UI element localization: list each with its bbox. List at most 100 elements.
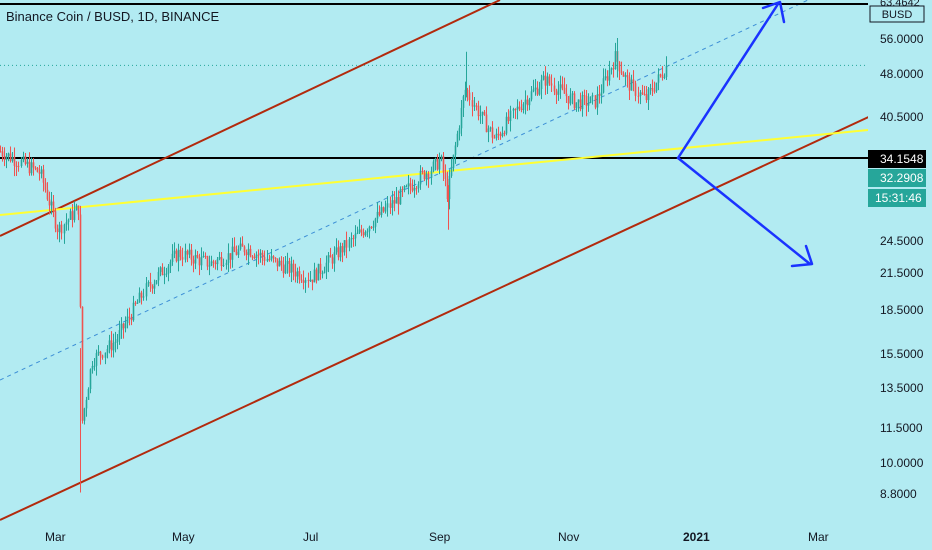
candle-body — [419, 170, 422, 185]
candle-body — [540, 79, 543, 89]
candle-body — [343, 240, 346, 253]
candle-body — [245, 252, 248, 256]
time-scale[interactable]: Mar May Jul Sep Nov 2021 Mar — [0, 526, 868, 550]
overlay-layer — [676, 0, 814, 268]
last-price-badge: 32.2908 — [868, 169, 926, 187]
candle-body — [155, 280, 158, 284]
candle-body — [17, 165, 20, 167]
candle-body — [198, 257, 201, 266]
candle-body — [32, 162, 35, 168]
candle-body — [89, 369, 92, 389]
candle-body — [75, 205, 78, 211]
candle-body — [315, 269, 318, 281]
candle-body — [249, 248, 252, 257]
candle-body — [208, 265, 211, 267]
candle-body — [7, 153, 10, 156]
candle-body — [54, 211, 57, 229]
price-tick: 48.0000 — [880, 67, 924, 81]
candle-body — [30, 162, 33, 174]
candle-body — [577, 99, 580, 103]
candle-body — [442, 156, 445, 173]
candle-body — [602, 78, 605, 93]
candle-body — [212, 261, 215, 263]
price-tick: 18.5000 — [880, 303, 924, 317]
candle-body — [436, 158, 439, 170]
candle-body — [458, 128, 461, 134]
candle-body — [56, 228, 59, 233]
candle-body — [214, 262, 217, 265]
candle-body — [448, 175, 451, 200]
price-scale-background — [868, 0, 932, 550]
candle-body — [432, 161, 435, 171]
candle-body — [452, 154, 455, 168]
last-price-badge-bg — [868, 169, 926, 187]
candle-body — [67, 219, 70, 223]
candle-body — [309, 279, 312, 282]
candle-body — [345, 240, 348, 248]
time-scale-background — [0, 526, 868, 550]
candle-body — [188, 249, 191, 255]
candle-body — [585, 96, 588, 106]
price-scale[interactable]: 63.4642 BUSD 56.0000 48.0000 40.5000 24.… — [868, 0, 932, 550]
candle-body — [600, 92, 603, 96]
candle-body — [354, 233, 357, 239]
candle-body — [171, 253, 174, 262]
candle-body — [618, 61, 621, 72]
candle-body — [514, 108, 517, 110]
candle-body — [561, 84, 564, 88]
candle-body — [120, 323, 123, 331]
countdown-badge-value: 15:31:46 — [875, 191, 922, 205]
candle-body — [380, 207, 383, 216]
candle-body — [425, 173, 428, 180]
candle-body — [15, 165, 18, 167]
candle-body — [569, 94, 572, 104]
candle-body — [405, 185, 408, 187]
candle-body — [218, 257, 221, 260]
candle-body — [91, 365, 94, 370]
candle-body — [319, 263, 322, 274]
candle-body — [167, 266, 170, 274]
candle-body — [20, 159, 23, 166]
candle-body — [530, 91, 533, 100]
candle-body — [227, 253, 230, 263]
candle-body — [462, 96, 465, 108]
candle-body — [491, 127, 494, 138]
candle-body — [290, 263, 293, 273]
candle-body — [417, 184, 420, 189]
price-tick: 40.5000 — [880, 110, 924, 124]
candle-body — [294, 271, 297, 277]
candle-body — [52, 201, 55, 212]
candle-body — [128, 316, 131, 318]
candle-body — [479, 115, 482, 117]
candle-body — [341, 246, 344, 253]
candle-body — [372, 226, 375, 228]
time-tick: Jul — [303, 530, 318, 544]
candle-body — [630, 79, 633, 91]
candle-body — [466, 89, 469, 93]
candle-body — [149, 282, 152, 286]
down-arrow-shaft — [676, 156, 812, 266]
up-arrow-head — [761, 0, 786, 24]
candle-body — [126, 316, 129, 324]
candle-body — [368, 226, 371, 232]
candle-body — [327, 255, 330, 263]
candle-body — [36, 167, 39, 173]
candle-body — [122, 323, 125, 329]
candle-body — [512, 108, 515, 111]
candle-body — [206, 256, 209, 267]
candle-body — [284, 263, 287, 274]
candle-body — [63, 224, 66, 234]
candle-body — [438, 159, 441, 170]
currency-label: BUSD — [882, 9, 913, 21]
candle-body — [225, 262, 228, 266]
candle-body — [194, 254, 197, 264]
candle-body — [401, 189, 404, 191]
candle-body — [255, 254, 258, 259]
candle-body — [77, 205, 80, 215]
price-tick: 15.5000 — [880, 347, 924, 361]
candle-body — [335, 247, 338, 253]
resistance-badge: 34.1548 — [868, 150, 926, 168]
candle-body — [622, 73, 625, 77]
candle-body — [378, 211, 381, 216]
candle-body — [142, 296, 145, 298]
